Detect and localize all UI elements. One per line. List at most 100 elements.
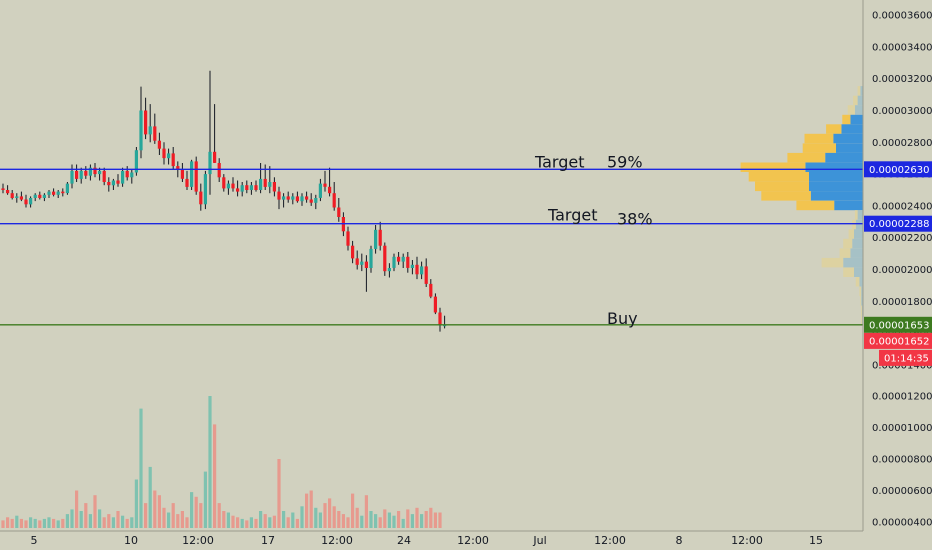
candle-body <box>121 170 125 184</box>
candle-body <box>245 185 249 190</box>
volume-bar <box>208 396 212 528</box>
target-38-price-tag: 0.00002288 <box>864 215 932 232</box>
time-tick-label: 12:00 <box>731 534 763 547</box>
profile-bar-down <box>861 315 863 325</box>
volume-bar <box>61 518 65 528</box>
candle-body <box>295 196 299 202</box>
candle-body <box>406 256 410 268</box>
profile-bar-up <box>854 229 863 239</box>
candle-body <box>93 167 97 175</box>
candle-body <box>180 169 184 179</box>
candle-body <box>6 190 10 194</box>
volume-bar <box>295 518 299 528</box>
candle-body <box>24 199 28 205</box>
profile-bar-up <box>833 133 863 144</box>
candle <box>443 315 447 329</box>
time-axis[interactable]: 5 10 12:00 17 12:00 24 12:00 Jul 12:00 8 12:00 15 <box>31 534 824 547</box>
candle-body <box>88 167 92 176</box>
volume-bar <box>401 518 405 528</box>
price-axis[interactable]: 0.00003600 0.00003400 0.00003200 0.00003000… <box>872 11 932 529</box>
candle-body <box>208 151 212 175</box>
volume-tick-label: 0.00000600 <box>872 486 932 497</box>
time-tick-label: 10 <box>124 534 138 547</box>
horizontal-lines[interactable]: Target 59% Target 38% Buy <box>0 152 863 328</box>
countdown-tag-text: 01:14:35 <box>884 353 929 364</box>
profile-bar-down <box>852 219 856 230</box>
profile-bar-down <box>857 86 861 96</box>
candle-body <box>157 140 161 149</box>
candle-body <box>410 264 414 268</box>
volume-bar <box>148 466 152 528</box>
price-tick-label: 0.00003000 <box>872 106 932 117</box>
volume-bar <box>351 493 355 528</box>
candle-body <box>383 245 387 272</box>
volume-bar <box>378 517 382 528</box>
volume-bar <box>410 514 414 528</box>
candle <box>245 180 249 194</box>
buy-price-tag-box <box>864 316 932 333</box>
candle-body <box>47 191 51 195</box>
candle <box>360 253 364 272</box>
volume-bar <box>29 517 33 528</box>
volume-bar <box>369 511 373 528</box>
candle-body <box>185 178 189 187</box>
volume-bar <box>38 520 42 528</box>
candle-body <box>33 194 37 198</box>
candle <box>236 180 240 197</box>
candle-body <box>226 183 230 189</box>
volume-bar <box>355 507 359 528</box>
volume-bar <box>162 507 166 528</box>
volume-bar <box>341 514 345 528</box>
volume-tick-label: 0.00001200 <box>872 392 932 403</box>
candle-body <box>148 126 152 135</box>
candle <box>282 193 286 208</box>
candle <box>332 182 336 211</box>
candle <box>84 166 88 179</box>
volume-bar <box>249 517 253 528</box>
candle-body <box>162 148 166 159</box>
volume-bar <box>272 515 276 528</box>
volume-bar <box>102 517 106 528</box>
candle <box>397 252 401 265</box>
volume-bar <box>268 517 272 528</box>
target-59-price-tag-text: 0.00002630 <box>869 165 929 176</box>
candle-body <box>309 199 313 203</box>
volume-tick-label: 0.00001000 <box>872 423 932 434</box>
candle <box>47 190 51 198</box>
profile-bar-up <box>852 238 863 249</box>
candle <box>364 255 368 292</box>
candle-body <box>420 266 424 275</box>
candle <box>203 170 207 210</box>
candle <box>392 253 396 272</box>
candle <box>240 182 244 197</box>
candle <box>1 183 5 194</box>
candle-body <box>240 185 244 192</box>
candle-body <box>291 196 295 200</box>
profile-bar-down <box>826 124 842 134</box>
candle-body <box>259 178 263 190</box>
candle <box>351 240 355 264</box>
candle <box>410 260 414 275</box>
profile-bar-up <box>843 257 863 268</box>
profile-bar-down <box>748 172 809 182</box>
volume-bar <box>226 512 230 528</box>
volume-bar <box>125 518 129 528</box>
volume-bar <box>424 511 428 528</box>
volume-bar <box>300 506 304 529</box>
candle <box>305 191 309 203</box>
buy-label: Buy <box>607 309 638 328</box>
candle <box>374 225 378 254</box>
profile-bar-down <box>861 305 863 316</box>
candle <box>33 193 37 202</box>
volume-bar <box>56 520 60 528</box>
candle <box>130 169 134 184</box>
candle-body <box>190 161 194 187</box>
candle-body <box>29 198 33 205</box>
volume-bar <box>392 515 396 528</box>
volume-bar <box>263 514 267 528</box>
candle <box>328 167 332 197</box>
candle-body <box>139 110 143 151</box>
candle-body <box>286 196 290 200</box>
candle <box>157 132 161 155</box>
